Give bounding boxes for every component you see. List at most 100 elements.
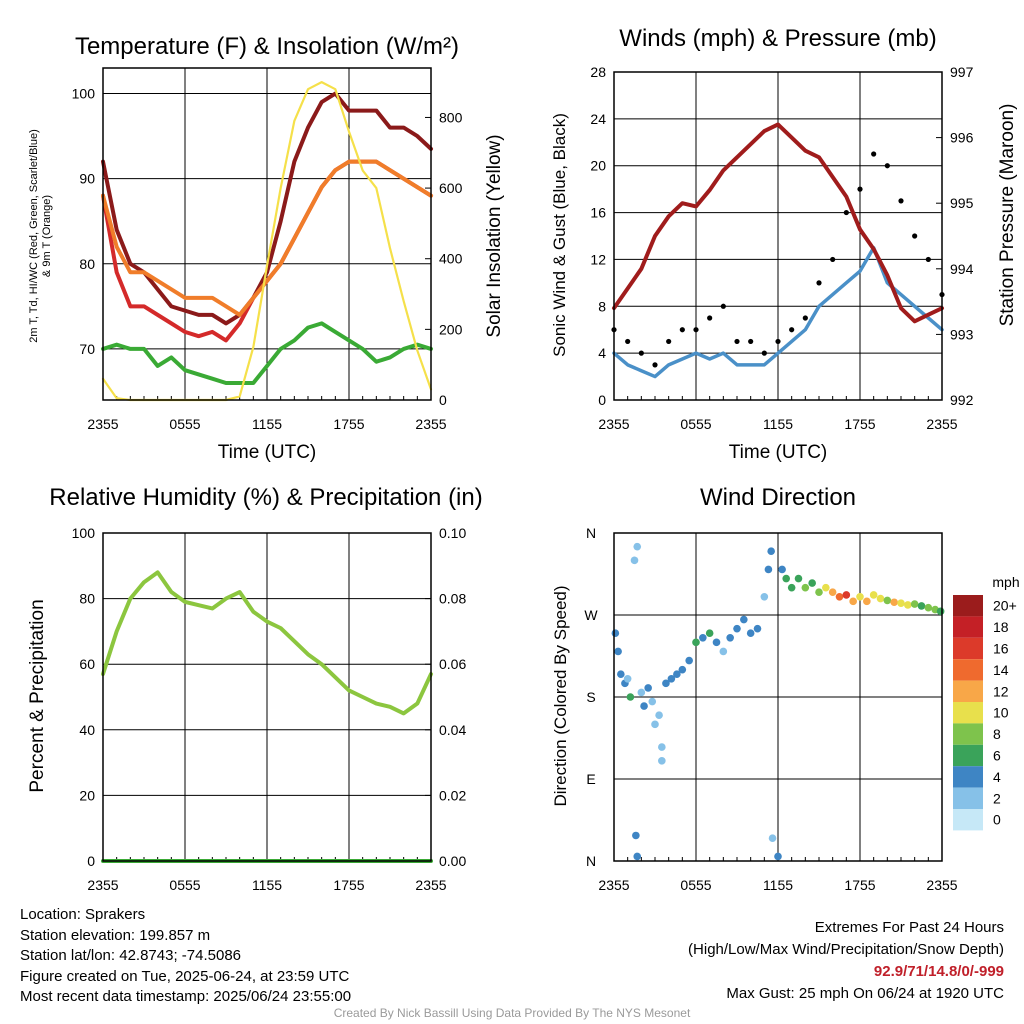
rh-y-tick-label: 60 bbox=[79, 656, 95, 672]
temp-x-tick-label: 1755 bbox=[333, 416, 364, 432]
speed-legend-swatch bbox=[953, 744, 983, 767]
extremes-title: Extremes For Past 24 Hours bbox=[814, 919, 1004, 936]
dir-x-tick-label: 0555 bbox=[680, 877, 711, 893]
dir-plot-frame bbox=[613, 532, 943, 862]
wind-series-1-point bbox=[748, 338, 754, 345]
rh-x-tick-label: 1155 bbox=[252, 877, 282, 893]
station-elevation: Station elevation: 199.857 m bbox=[20, 926, 211, 944]
rh-y2-tick-label: 0.02 bbox=[439, 787, 466, 803]
wind-direction-point bbox=[648, 697, 657, 706]
wind-direction-point bbox=[774, 852, 782, 861]
wind-x-tick-label: 2355 bbox=[598, 416, 629, 432]
dir-y-axis-label: Direction (Colored By Speed) bbox=[551, 585, 570, 806]
wind-direction-point bbox=[633, 542, 642, 551]
wind-series-1-point bbox=[789, 327, 795, 333]
speed-legend-label: 8 bbox=[993, 726, 1001, 742]
wind-direction-point bbox=[897, 599, 905, 607]
wind-direction-point bbox=[685, 656, 693, 665]
wind-direction-point bbox=[632, 831, 640, 840]
extremes-values: 92.9/71/14.8/0/-999 bbox=[873, 963, 1004, 980]
wind-direction-point bbox=[815, 588, 823, 597]
wind-direction-point bbox=[655, 711, 663, 720]
wind-direction-point bbox=[733, 624, 741, 633]
temp-y-tick-label: 80 bbox=[79, 256, 95, 272]
rh-y2-tick-label: 0.06 bbox=[439, 656, 466, 672]
wind-series-1-point bbox=[652, 362, 658, 368]
dir-x-tick-label: 2355 bbox=[598, 877, 629, 893]
wind-direction-point bbox=[936, 607, 945, 616]
speed-legend-swatch bbox=[953, 637, 983, 660]
speed-legend-swatch bbox=[953, 787, 983, 809]
speed-legend-swatch bbox=[953, 680, 983, 702]
speed-legend-label: 0 bbox=[993, 812, 1001, 828]
wind-direction-point bbox=[753, 624, 762, 633]
rh-y-tick-label: 80 bbox=[79, 591, 95, 607]
wind-y-tick-label: 16 bbox=[590, 205, 606, 221]
speed-legend-title: mph bbox=[992, 574, 1019, 590]
wind-direction-point bbox=[794, 574, 803, 583]
wind-plot-frame bbox=[613, 71, 943, 401]
wind-direction-point bbox=[890, 598, 898, 607]
wind-y2-tick-label: 997 bbox=[950, 64, 974, 80]
speed-legend-swatch bbox=[953, 723, 983, 745]
wind-series-1-point bbox=[898, 198, 904, 204]
speed-legend-label: 4 bbox=[993, 769, 1001, 785]
wind-direction-point bbox=[662, 679, 670, 688]
wind-y2-tick-label: 995 bbox=[950, 195, 974, 211]
wind-y-tick-label: 20 bbox=[590, 158, 606, 174]
wind-series-1-point bbox=[707, 315, 713, 321]
wind-series-1-point bbox=[884, 163, 890, 169]
temp-x-tick-label: 1155 bbox=[252, 416, 282, 432]
extremes-subtitle: (High/Low/Max Wind/Precipitation/Snow De… bbox=[688, 941, 1004, 958]
station-latlon: Station lat/lon: 42.8743; -74.5086 bbox=[20, 947, 242, 964]
wind-series-1-point bbox=[666, 338, 672, 345]
wind-series-1-point bbox=[638, 350, 644, 356]
wind-direction-point bbox=[726, 633, 734, 642]
dir-chart-title: Wind Direction bbox=[700, 484, 856, 511]
temp-y2-tick-label: 800 bbox=[439, 109, 463, 125]
rh-chart-title: Relative Humidity (%) & Precipitation (i… bbox=[49, 484, 482, 511]
dir-x-tick-label: 1155 bbox=[763, 877, 793, 893]
wind-direction-point bbox=[617, 670, 625, 679]
temp-series-2-line bbox=[101, 159, 433, 317]
wind-direction-point bbox=[822, 583, 830, 592]
speed-legend-swatch bbox=[953, 702, 983, 724]
speed-legend-label: 20+ bbox=[993, 598, 1017, 614]
wind-x-tick-label: 1155 bbox=[763, 416, 793, 432]
temp-y2-axis-label: Solar Insolation (Yellow) bbox=[484, 134, 505, 337]
wind-direction-point bbox=[924, 603, 933, 612]
wind-series-1-point bbox=[857, 186, 863, 192]
wind-y2-tick-label: 993 bbox=[950, 326, 974, 342]
wind-x-tick-label: 0555 bbox=[680, 416, 711, 432]
wind-series-1-point bbox=[679, 327, 685, 333]
rh-y2-tick-label: 0.10 bbox=[439, 525, 466, 541]
wind-series-1-point bbox=[912, 233, 918, 239]
wind-direction-point bbox=[719, 647, 728, 656]
wind-direction-point bbox=[651, 720, 659, 729]
rh-y-tick-label: 40 bbox=[79, 722, 95, 738]
wind-series-2-line bbox=[612, 122, 944, 324]
wind-series-1-point bbox=[871, 151, 877, 157]
wind-direction-point bbox=[678, 665, 687, 674]
temp-y-axis-label-line1: 2m T, Td, HI/WC (Red, Green, Scarlet/Blu… bbox=[28, 129, 40, 343]
wind-direction-point bbox=[768, 834, 777, 843]
wind-direction-point bbox=[630, 556, 639, 565]
speed-legend-label: 16 bbox=[993, 641, 1009, 657]
wind-direction-point bbox=[705, 629, 714, 638]
wind-direction-point bbox=[778, 565, 786, 574]
wind-chart-title: Winds (mph) & Pressure (mb) bbox=[619, 25, 936, 52]
dir-y-tick-label: E bbox=[586, 771, 595, 787]
max-gust: Max Gust: 25 mph On 06/24 at 1920 UTC bbox=[726, 985, 1004, 1002]
wind-direction-point bbox=[658, 743, 666, 751]
speed-legend-label: 18 bbox=[993, 619, 1009, 635]
wind-direction-point bbox=[626, 693, 635, 701]
speed-legend-swatch bbox=[953, 616, 983, 638]
extremes-box: Extremes For Past 24 Hours (High/Low/Max… bbox=[688, 917, 1004, 1005]
wind-direction-point bbox=[910, 600, 919, 608]
wind-y-tick-label: 0 bbox=[598, 392, 606, 408]
wind-direction-point bbox=[835, 592, 844, 601]
wind-direction-point bbox=[633, 852, 642, 861]
wind-direction-point bbox=[869, 591, 878, 599]
wind-series-1-point bbox=[802, 315, 808, 321]
wind-direction-point bbox=[740, 615, 748, 624]
